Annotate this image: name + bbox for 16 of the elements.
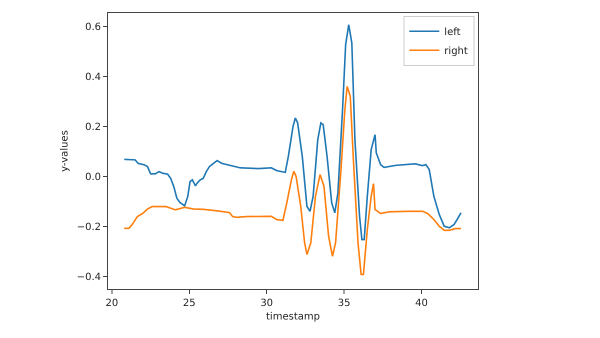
x-tick-label: 40 [415, 298, 428, 309]
line-series [123, 86, 462, 276]
y-tick-label: −0.4 [76, 272, 101, 284]
legend-label: left [444, 27, 461, 38]
y-tick-label: 0.0 [85, 172, 101, 184]
y-tick-label: 0.4 [85, 72, 101, 84]
y-axis-title: y-values [60, 130, 71, 172]
x-tick-label: 35 [338, 298, 350, 309]
x-axis-title: timestamp [266, 312, 320, 322]
y-tick-label: 0.6 [85, 22, 101, 34]
y-tick-label: 0.2 [85, 122, 101, 134]
x-tick-label: 25 [182, 298, 196, 309]
legend-label: right [444, 46, 468, 58]
x-tick-label: 30 [260, 298, 274, 309]
y-tick-label: −0.2 [76, 222, 101, 234]
x-tick-label: 20 [106, 298, 118, 309]
